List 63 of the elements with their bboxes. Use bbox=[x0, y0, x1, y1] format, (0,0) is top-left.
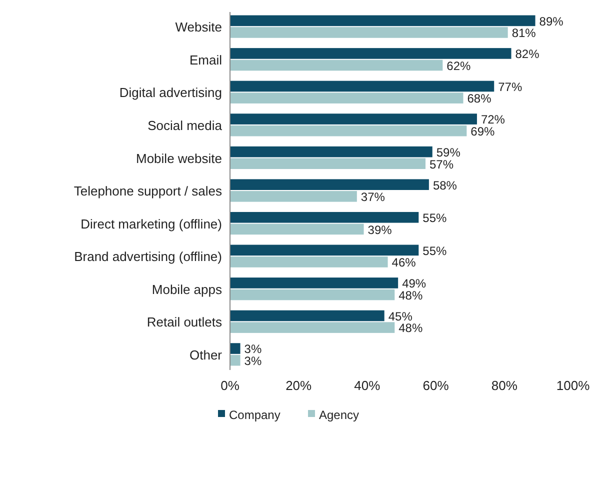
x-tick-label: 40% bbox=[354, 378, 381, 393]
data-label: 81% bbox=[512, 26, 536, 40]
data-label: 46% bbox=[392, 256, 416, 270]
y-tick-label: Brand advertising (offline) bbox=[74, 249, 222, 264]
y-tick-label: Telephone support / sales bbox=[74, 184, 222, 199]
data-label: 58% bbox=[432, 178, 458, 192]
data-label: 45% bbox=[388, 309, 413, 324]
bar bbox=[230, 191, 357, 202]
x-tick-label: 0% bbox=[220, 378, 240, 393]
y-tick-label: Retail outlets bbox=[146, 314, 222, 330]
x-tick-label: 20% bbox=[286, 378, 312, 393]
data-label: 72% bbox=[480, 112, 506, 127]
y-tick-label: Social media bbox=[148, 118, 223, 133]
bar bbox=[230, 60, 443, 71]
x-tick-label: 80% bbox=[491, 378, 518, 393]
data-label: 68% bbox=[467, 92, 492, 106]
data-label: 3% bbox=[244, 342, 262, 356]
data-label: 48% bbox=[398, 321, 423, 336]
bar bbox=[230, 224, 364, 235]
y-tick-label: Direct marketing (offline) bbox=[80, 216, 222, 232]
y-tick-label: Website bbox=[175, 20, 222, 35]
bar bbox=[230, 158, 426, 170]
bar bbox=[230, 80, 494, 92]
x-tick-label: 100% bbox=[556, 378, 590, 393]
data-label: 59% bbox=[436, 146, 461, 160]
bar bbox=[230, 289, 395, 300]
bar bbox=[230, 310, 384, 322]
y-tick-label: Email bbox=[189, 52, 222, 68]
x-tick-label: 60% bbox=[422, 378, 450, 393]
y-tick-label: Digital advertising bbox=[119, 85, 222, 100]
y-tick-label: Other bbox=[189, 347, 223, 362]
bar bbox=[230, 256, 388, 268]
bar bbox=[230, 278, 398, 288]
bar bbox=[230, 15, 536, 26]
bar bbox=[230, 27, 508, 38]
bar bbox=[230, 322, 395, 333]
data-label: 69% bbox=[470, 124, 496, 139]
bar bbox=[230, 92, 464, 104]
data-label: 62% bbox=[446, 58, 472, 73]
data-label: 39% bbox=[368, 222, 392, 237]
bar bbox=[230, 244, 419, 256]
bar bbox=[230, 179, 429, 190]
data-label: 57% bbox=[430, 157, 454, 172]
data-label: 89% bbox=[539, 14, 564, 28]
bar bbox=[230, 114, 477, 124]
bar bbox=[230, 125, 467, 136]
data-label: 49% bbox=[402, 276, 426, 291]
data-label: 55% bbox=[422, 244, 447, 258]
bar bbox=[230, 343, 240, 354]
data-label: 82% bbox=[515, 47, 540, 62]
data-label: 48% bbox=[398, 288, 423, 302]
data-label: 3% bbox=[244, 354, 262, 368]
data-label: 77% bbox=[498, 80, 522, 94]
legend-label: Agency bbox=[319, 408, 360, 422]
y-tick-label: Mobile apps bbox=[152, 282, 222, 297]
bar bbox=[230, 146, 432, 158]
bar bbox=[230, 48, 512, 59]
data-label: 37% bbox=[360, 190, 386, 204]
bar bbox=[230, 354, 240, 366]
data-label: 55% bbox=[422, 211, 447, 226]
bar bbox=[230, 212, 419, 223]
legend-label: Company bbox=[229, 408, 280, 422]
y-tick-label: Mobile website bbox=[136, 150, 222, 166]
